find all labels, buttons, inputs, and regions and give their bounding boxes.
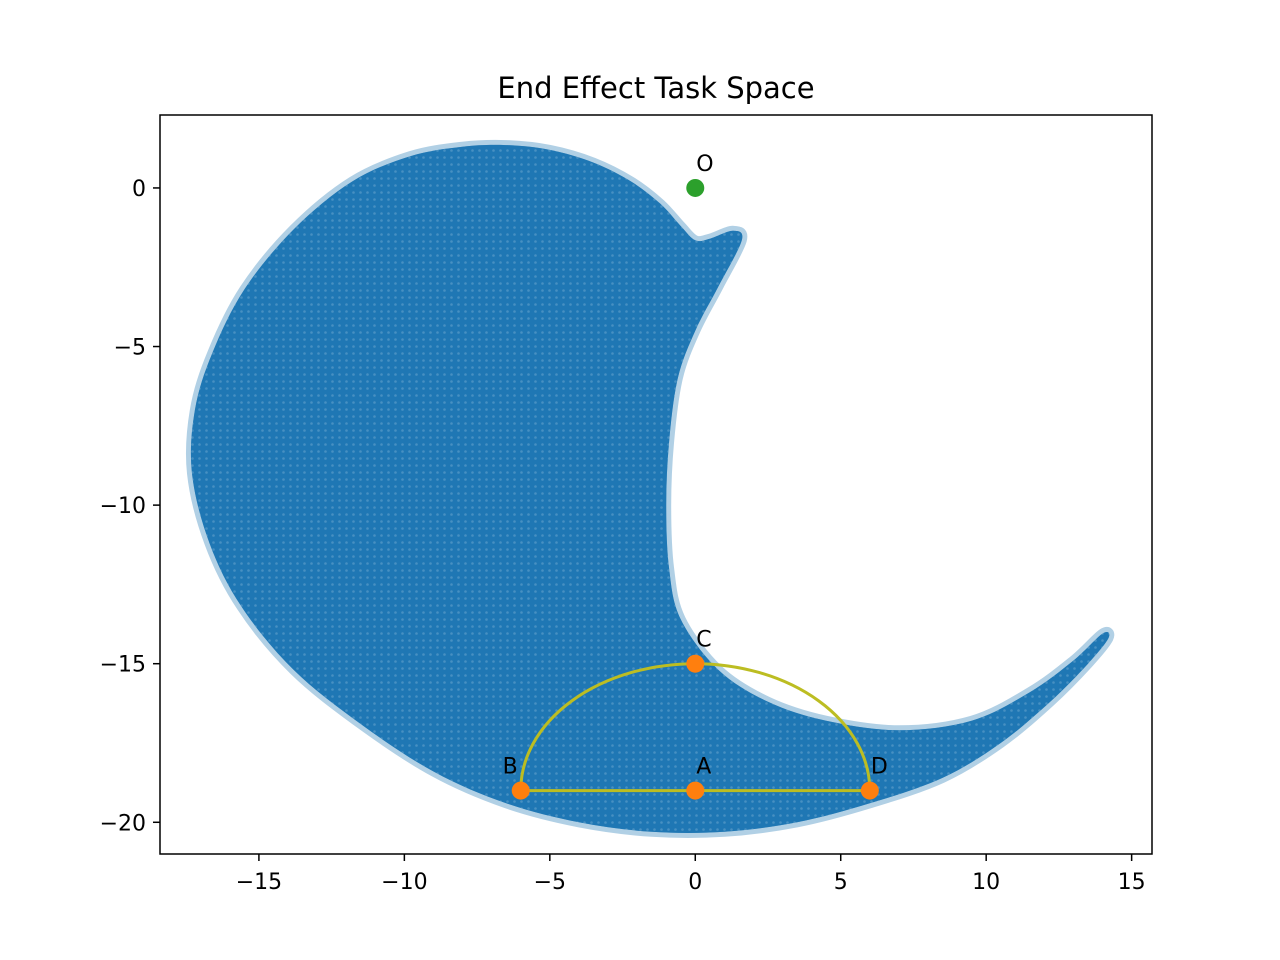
point-o (686, 178, 705, 197)
y-tick-label: −10 (100, 494, 146, 519)
x-tick-label: 5 (834, 870, 848, 895)
point-label-b: B (503, 755, 518, 780)
x-tick-label: 10 (972, 870, 1000, 895)
chart-title: End Effect Task Space (497, 71, 814, 105)
x-tick-label: −10 (381, 870, 427, 895)
point-label-c: C (696, 628, 711, 653)
point-a (686, 781, 705, 800)
y-axis: 0 −5 −10 −15 −20 (100, 177, 160, 836)
workspace-texture (190, 144, 1110, 833)
point-d (860, 781, 879, 800)
plot-area: O A B C D (185, 139, 1115, 838)
x-tick-label: 0 (688, 870, 702, 895)
point-b (511, 781, 530, 800)
y-tick-label: −15 (100, 653, 146, 678)
point-c (686, 654, 705, 673)
x-tick-label: −15 (236, 870, 282, 895)
x-tick-label: −5 (534, 870, 566, 895)
x-axis: −15 −10 −5 0 5 10 15 (236, 854, 1146, 895)
y-tick-label: 0 (132, 177, 146, 202)
plot-frame (159, 114, 1153, 855)
x-tick-label: 15 (1118, 870, 1146, 895)
point-label-a: A (696, 755, 711, 780)
y-tick-label: −5 (114, 336, 146, 361)
point-label-o: O (696, 152, 713, 177)
y-tick-label: −20 (100, 811, 146, 836)
point-label-d: D (871, 755, 888, 780)
